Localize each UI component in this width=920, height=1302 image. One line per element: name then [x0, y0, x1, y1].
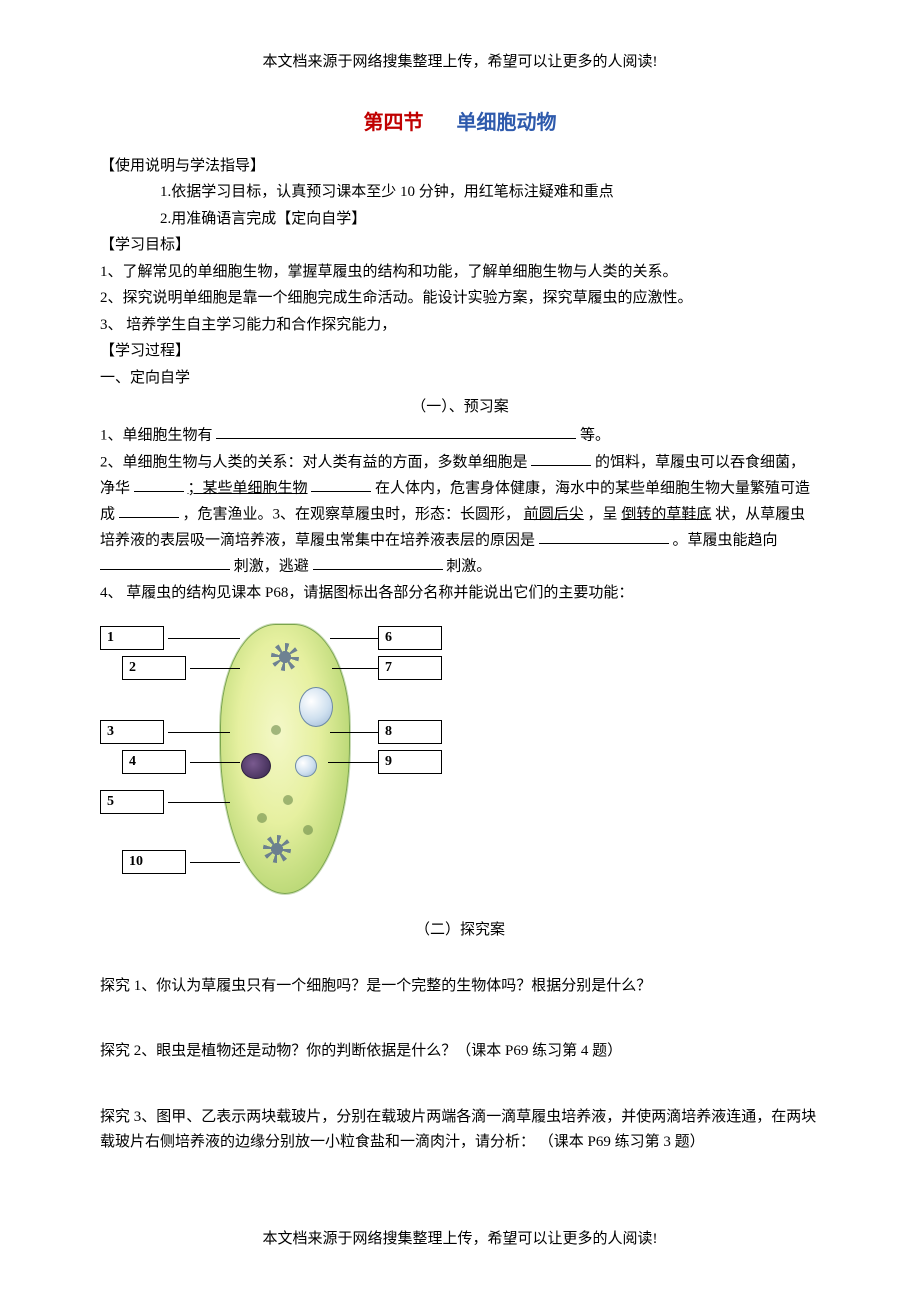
blank-2b[interactable]: [134, 476, 184, 493]
blank-2e[interactable]: [539, 528, 669, 545]
title-topic: 单细胞动物: [457, 112, 557, 134]
food-vacuole-1: [299, 687, 333, 727]
footer-note: 本文档来源于网络搜集整理上传，希望可以让更多的人阅读!: [0, 1227, 920, 1253]
leader-1: [168, 638, 240, 639]
contractile-vacuole-top: [271, 643, 299, 671]
page-title: 第四节 单细胞动物: [100, 106, 820, 140]
label-5[interactable]: 5: [100, 790, 164, 814]
goal-item-1: 1、了解常见的单细胞生物，掌握草履虫的结构和功能，了解单细胞生物与人类的关系。: [100, 260, 820, 286]
usage-item-1: 1.依据学习目标，认真预习课本至少 10 分钟，用红笔标注疑难和重点: [100, 180, 820, 206]
p2l: 刺激。: [446, 558, 491, 574]
process-sub: 一、定向自学: [100, 366, 820, 392]
leader-2: [190, 668, 240, 669]
leader-8: [330, 732, 378, 733]
label-1[interactable]: 1: [100, 626, 164, 650]
preview-2: 2、单细胞生物与人类的关系：对人类有益的方面，多数单细胞是 的饵料，草履虫可以吞…: [100, 450, 820, 580]
macronucleus: [241, 753, 271, 779]
title-section: 第四节: [364, 112, 424, 134]
preview-1: 1、单细胞生物有 等。: [100, 423, 820, 449]
goal-item-2: 2、探究说明单细胞是靠一个细胞完成生命活动。能设计实验方案，探究草履虫的应激性。: [100, 286, 820, 312]
explore-1: 探究 1、你认为草履虫只有一个细胞吗？是一个完整的生物体吗？根据分别是什么？: [100, 974, 820, 1000]
explore-2: 探究 2、眼虫是植物还是动物？你的判断依据是什么？（课本 P69 练习第 4 题…: [100, 1039, 820, 1065]
blank-2f[interactable]: [100, 554, 230, 571]
label-10[interactable]: 10: [122, 850, 186, 874]
usage-item-2: 2.用准确语言完成【定向自学】: [100, 207, 820, 233]
explore-3: 探究 3、图甲、乙表示两块载玻片，分别在载玻片两端各滴一滴草履虫培养液，并使两滴…: [100, 1105, 820, 1156]
label-7[interactable]: 7: [378, 656, 442, 680]
leader-6: [330, 638, 378, 639]
label-4[interactable]: 4: [122, 750, 186, 774]
p2g: ，呈: [588, 506, 618, 522]
leader-9: [328, 762, 378, 763]
leader-5: [168, 802, 230, 803]
leader-10: [190, 862, 240, 863]
blank-1[interactable]: [216, 423, 576, 440]
dot-4: [303, 825, 313, 835]
contractile-vacuole-bottom: [263, 835, 291, 863]
blank-2c[interactable]: [311, 476, 371, 493]
leader-4: [190, 762, 240, 763]
label-9[interactable]: 9: [378, 750, 442, 774]
label-2[interactable]: 2: [122, 656, 186, 680]
explore-head: （二）探究案: [100, 918, 820, 944]
header-note: 本文档来源于网络搜集整理上传，希望可以让更多的人阅读!: [100, 50, 820, 76]
leader-3: [168, 732, 230, 733]
goal-head: 【学习目标】: [100, 233, 820, 259]
goal-item-3: 3、 培养学生自主学习能力和合作探究能力，: [100, 313, 820, 339]
preview-1-a: 1、单细胞生物有: [100, 427, 213, 443]
p2a: 2、单细胞生物与人类的关系：对人类有益的方面，多数单细胞是: [100, 454, 528, 470]
cell-body: [220, 624, 350, 894]
p2h: 倒转的草鞋底: [621, 506, 711, 522]
p2k: 刺激，逃避: [234, 558, 309, 574]
preview-1-b: 等。: [580, 427, 610, 443]
leader-7: [332, 668, 378, 669]
food-vacuole-2: [295, 755, 317, 777]
blank-2g[interactable]: [313, 554, 443, 571]
label-8[interactable]: 8: [378, 720, 442, 744]
preview-head: （一）、预习案: [100, 395, 820, 421]
p2j: 。草履虫能趋向: [673, 532, 778, 548]
label-3[interactable]: 3: [100, 720, 164, 744]
paramecium-diagram: 1 2 3 4 5 10 6 7 8 9: [100, 614, 460, 914]
blank-2a[interactable]: [531, 450, 591, 467]
process-head: 【学习过程】: [100, 339, 820, 365]
preview-4: 4、 草履虫的结构见课本 P68，请据图标出各部分名称并能说出它们的主要功能：: [100, 581, 820, 607]
blank-2d[interactable]: [119, 502, 179, 519]
label-6[interactable]: 6: [378, 626, 442, 650]
p2e: ，危害渔业。3、在观察草履虫时，形态：长圆形，: [183, 506, 521, 522]
usage-head: 【使用说明与学法指导】: [100, 154, 820, 180]
dot-3: [257, 813, 267, 823]
dot-1: [271, 725, 281, 735]
dot-2: [283, 795, 293, 805]
p2f: 前圆后尖: [524, 506, 584, 522]
p2c: ；某些单细胞生物: [188, 480, 308, 496]
